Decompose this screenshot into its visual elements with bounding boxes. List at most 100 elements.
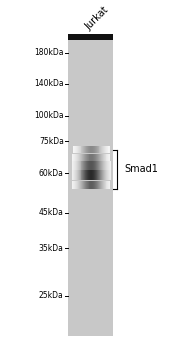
Bar [86, 146, 87, 153]
Bar [82, 170, 83, 180]
Bar [92, 154, 93, 161]
Bar [76, 170, 77, 180]
Bar [97, 146, 98, 153]
Bar [102, 161, 104, 170]
Bar [79, 181, 80, 189]
Bar [101, 146, 102, 153]
Bar [101, 181, 102, 189]
Bar [104, 146, 105, 153]
Bar [107, 146, 108, 153]
Bar [96, 181, 97, 189]
Bar [84, 181, 85, 189]
Text: 140kDa: 140kDa [34, 79, 64, 88]
Bar [86, 161, 87, 170]
Bar [72, 170, 73, 180]
Bar [84, 170, 85, 180]
Bar [68, 34, 113, 336]
Bar [102, 146, 103, 153]
Bar [94, 170, 96, 180]
Bar [99, 146, 100, 153]
Bar [107, 181, 109, 189]
Text: 180kDa: 180kDa [34, 48, 64, 57]
Bar [100, 154, 101, 161]
Bar [91, 154, 93, 161]
Bar [76, 161, 77, 170]
Bar [107, 161, 108, 170]
Bar [99, 146, 100, 153]
Bar [106, 146, 107, 153]
Bar [106, 161, 107, 170]
Bar [85, 181, 86, 189]
Bar [91, 181, 93, 189]
Bar [81, 146, 82, 153]
Bar [102, 170, 104, 180]
Bar [92, 146, 93, 153]
Bar [99, 170, 100, 180]
Bar [98, 170, 100, 180]
Bar [73, 154, 75, 161]
Bar [100, 181, 101, 189]
Bar [90, 181, 92, 189]
Bar [98, 146, 99, 153]
Bar [78, 146, 79, 153]
Bar [104, 170, 105, 180]
Bar [109, 181, 111, 189]
Bar [108, 146, 109, 153]
Bar [74, 181, 75, 189]
Text: 25kDa: 25kDa [39, 291, 64, 300]
Bar [105, 181, 106, 189]
Bar [76, 181, 77, 189]
Bar [90, 146, 91, 153]
Text: 45kDa: 45kDa [39, 208, 64, 217]
Bar [95, 161, 96, 170]
Bar [104, 154, 105, 161]
Bar [81, 154, 82, 161]
Bar [73, 161, 74, 170]
Bar [80, 154, 81, 161]
Bar [73, 146, 75, 153]
Bar [109, 161, 110, 170]
Bar [95, 181, 96, 189]
Bar [103, 181, 104, 189]
Bar [99, 181, 100, 189]
Bar [90, 161, 92, 170]
Bar [86, 181, 87, 189]
Bar [78, 170, 79, 180]
Bar [103, 154, 104, 161]
Bar [103, 146, 104, 153]
Bar [84, 161, 86, 170]
Bar [77, 181, 78, 189]
Bar [91, 170, 93, 180]
Bar [88, 146, 89, 153]
Bar [84, 170, 86, 180]
Bar [75, 161, 76, 170]
Text: 100kDa: 100kDa [34, 111, 64, 120]
Bar [89, 154, 91, 161]
Bar [84, 161, 85, 170]
Bar [68, 34, 113, 40]
Bar [86, 170, 87, 180]
Bar [108, 146, 109, 153]
Bar [80, 161, 82, 170]
Bar [77, 146, 78, 153]
Bar [108, 161, 109, 170]
Bar [73, 181, 75, 189]
Bar [80, 181, 81, 189]
Bar [79, 154, 80, 161]
Bar [97, 181, 98, 189]
Bar [73, 181, 74, 189]
Bar [89, 181, 90, 189]
Bar [80, 170, 81, 180]
Bar [74, 154, 75, 161]
Bar [76, 170, 78, 180]
Bar [81, 146, 82, 153]
Bar [76, 146, 77, 153]
Bar [91, 161, 93, 170]
Bar [85, 146, 86, 153]
Bar [105, 181, 107, 189]
Bar [105, 146, 106, 153]
Text: Jurkat: Jurkat [84, 4, 111, 32]
Bar [83, 181, 84, 189]
Bar [87, 146, 88, 153]
Bar [89, 181, 91, 189]
